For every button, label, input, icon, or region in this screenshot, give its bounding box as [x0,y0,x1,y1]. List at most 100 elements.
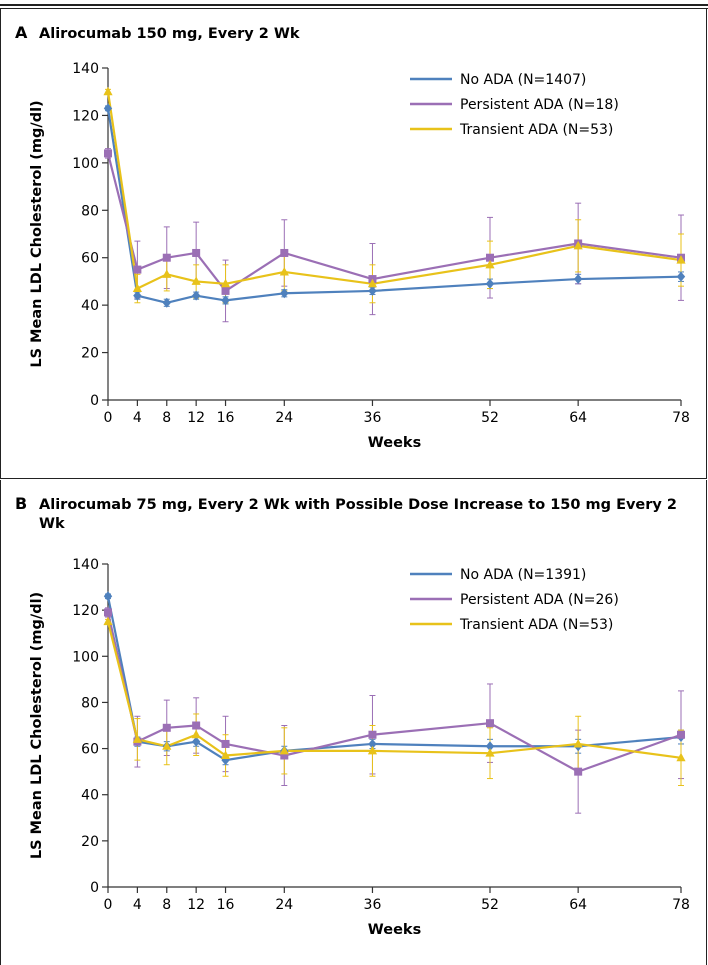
data-point-transient-ada [103,86,113,96]
data-point-persistent-ada [221,739,230,748]
data-point-persistent-ada [104,149,112,158]
x-axis-label: Weeks [368,922,421,938]
x-tick-label: 0 [104,897,113,913]
x-tick-label: 8 [162,897,171,913]
data-point-persistent-ada [280,751,289,760]
data-point-persistent-ada [133,265,142,274]
x-tick-label: 16 [217,897,235,913]
y-tick-label: 120 [72,108,99,124]
data-point-no-ada [573,274,583,285]
data-point-transient-ada [132,283,142,293]
data-point-persistent-ada [574,767,583,776]
y-tick-label: 60 [81,251,99,267]
data-point-transient-ada [573,738,583,748]
data-point-transient-ada [573,240,583,250]
data-point-persistent-ada [104,608,112,617]
x-tick-label: 52 [481,897,499,913]
data-point-no-ada [368,738,377,749]
x-tick-label: 12 [187,410,205,426]
data-point-no-ada [191,290,201,301]
data-point-persistent-ada [192,721,201,730]
data-point-no-ada [162,297,171,308]
legend-label: No ADA (N=1407) [460,72,586,88]
series-line-no-ada [106,108,682,304]
y-axis-label: LS Mean LDL Cholesterol (mg/dl) [29,100,45,367]
y-tick-label: 120 [72,603,99,619]
y-tick-label: 140 [72,557,99,573]
panel-b-chart: 0 20 40 60 80 100 120 140 0 4 8 12 16 24 36 52 64 78 Weeks… [29,557,690,938]
x-tick-label: 4 [133,897,142,913]
data-point-transient-ada [367,745,378,755]
data-point-no-ada [191,736,201,747]
data-point-no-ada [485,741,495,752]
data-point-persistent-ada [486,253,494,262]
data-point-transient-ada [279,266,289,276]
data-point-persistent-ada [192,248,201,257]
panel-b: B Alirocumab 75 mg, Every 2 Wk with Poss… [0,480,707,965]
x-tick-label: 78 [672,897,690,913]
panel-b-title: Alirocumab 75 mg, Every 2 Wk with Possib… [39,497,677,532]
data-point-no-ada [368,285,377,296]
x-tick-label: 24 [275,897,293,913]
data-point-persistent-ada [221,286,230,295]
y-tick-label: 20 [81,346,99,362]
data-point-no-ada [221,295,230,306]
x-tick-label: 24 [275,410,293,426]
data-point-transient-ada [220,278,231,288]
y-tick-label: 40 [81,788,99,804]
data-point-persistent-ada [162,253,171,262]
panel-b-label: B [15,494,28,513]
data-point-transient-ada [485,748,495,757]
legend-label: No ADA (N=1391) [460,567,586,583]
data-point-persistent-ada [162,723,171,732]
y-tick-label: 20 [81,834,99,850]
panel-a-label: A [15,23,28,42]
y-tick-label: 80 [81,203,99,219]
data-point-transient-ada [220,750,231,759]
series-line-persistent-ada [106,612,682,773]
y-tick-label: 60 [81,742,99,758]
data-point-transient-ada [162,741,172,750]
data-point-persistent-ada [280,248,289,257]
x-tick-label: 16 [217,410,235,426]
legend-label: Persistent ADA (N=18) [460,97,619,113]
y-tick-label: 0 [90,393,99,409]
panel-a: A Alirocumab 150 mg, Every 2 Wk 0 20 40 60 8… [0,9,707,479]
data-point-transient-ada [367,278,378,288]
x-tick-label: 0 [104,410,113,426]
top-rule-thin [0,8,708,9]
x-tick-label: 64 [569,897,587,913]
x-tick-label: 64 [569,410,587,426]
series-line-persistent-ada [106,153,682,293]
y-tick-label: 140 [72,61,99,77]
x-tick-label: 52 [481,410,499,426]
panel-a-title: Alirocumab 150 mg, Every 2 Wk [39,26,300,42]
data-point-no-ada [103,103,113,114]
legend-label: Transient ADA (N=53) [459,122,613,138]
data-point-transient-ada [103,616,113,626]
series-line-transient-ada [106,621,682,759]
data-point-persistent-ada [486,719,494,728]
y-tick-label: 80 [81,695,99,711]
data-point-no-ada [133,290,142,301]
y-tick-label: 100 [72,156,99,172]
x-tick-label: 12 [187,897,205,913]
data-point-transient-ada [676,255,686,264]
data-point-transient-ada [132,734,142,743]
data-point-transient-ada [279,745,289,755]
x-tick-label: 4 [133,410,142,426]
data-point-transient-ada [191,276,201,285]
panel-a-chart: 0 20 40 60 80 100 120 140 0 4 8 12 16 24 36 52 64 78 Weeks… [29,61,690,451]
legend-label: Persistent ADA (N=26) [460,592,619,608]
data-point-persistent-ada [368,730,377,739]
top-rule [0,4,708,6]
data-point-transient-ada [162,269,172,278]
y-axis-label: LS Mean LDL Cholesterol (mg/dl) [29,592,45,859]
data-point-persistent-ada [677,730,685,739]
data-point-no-ada [280,288,289,299]
data-point-no-ada [485,278,495,289]
x-tick-label: 36 [364,897,382,913]
x-tick-label: 36 [364,410,382,426]
data-point-no-ada [676,271,686,282]
